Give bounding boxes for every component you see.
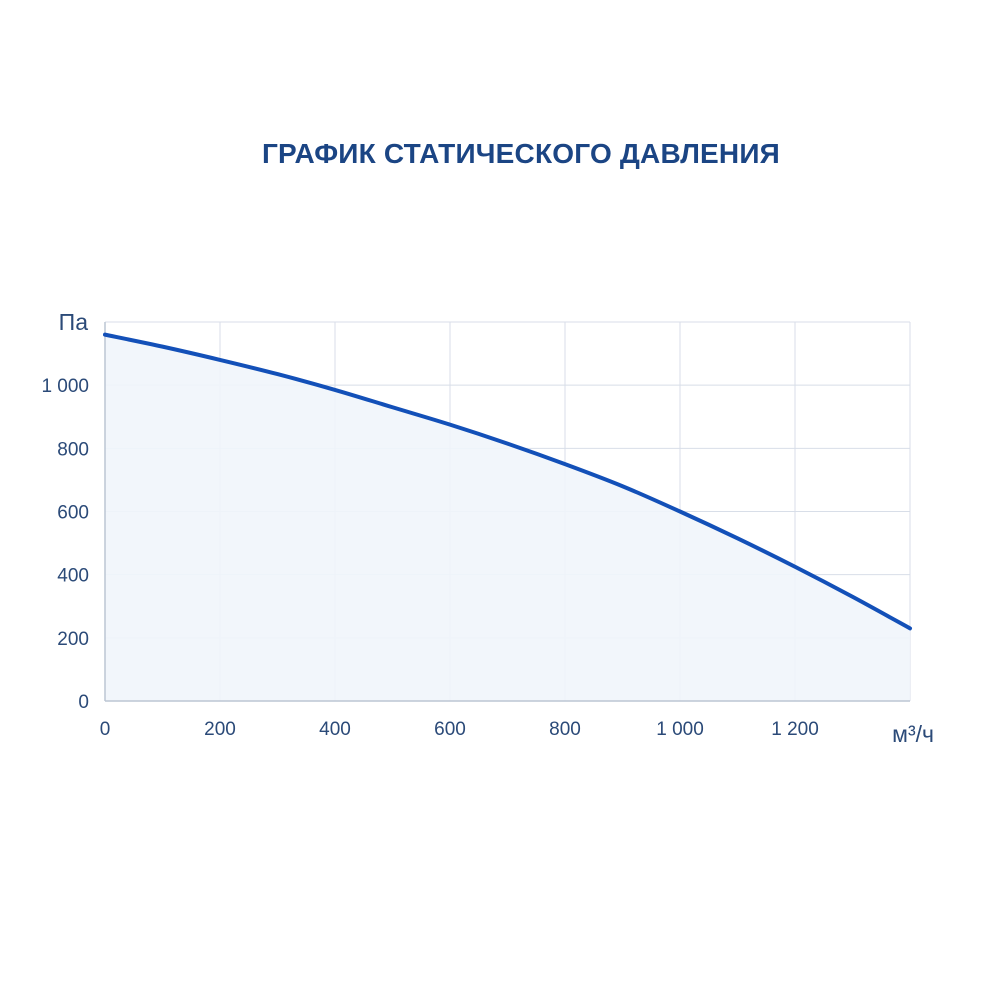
y-tick-label: 600 [57, 503, 89, 524]
x-axis-label: м³/ч [892, 721, 934, 747]
x-tick-label: 800 [549, 719, 581, 740]
y-tick-label: 200 [57, 629, 89, 650]
x-tick-label: 200 [204, 719, 236, 740]
y-tick-label: 0 [78, 692, 89, 713]
tick-labels: 0 200 400 600 800 1 000 1 200 0 200 400 600 800 1 00… [41, 376, 818, 740]
x-tick-label: 600 [434, 719, 466, 740]
line-layer [103, 332, 912, 631]
x-tick-label: 400 [319, 719, 351, 740]
chart-title: ГРАФИК СТАТИЧЕСКОГО ДАВЛЕНИЯ [261, 138, 780, 169]
x-tick-label: 1 200 [771, 719, 819, 740]
area-fill [105, 334, 910, 701]
y-tick-label: 1 000 [41, 376, 89, 397]
y-axis-label: Па [59, 309, 89, 335]
series-line [103, 332, 912, 631]
x-tick-label: 0 [100, 719, 111, 740]
area-layer [105, 334, 910, 701]
y-tick-label: 400 [57, 566, 89, 587]
x-tick-label: 1 000 [656, 719, 704, 740]
axes [104, 322, 910, 702]
y-tick-label: 800 [57, 439, 89, 460]
